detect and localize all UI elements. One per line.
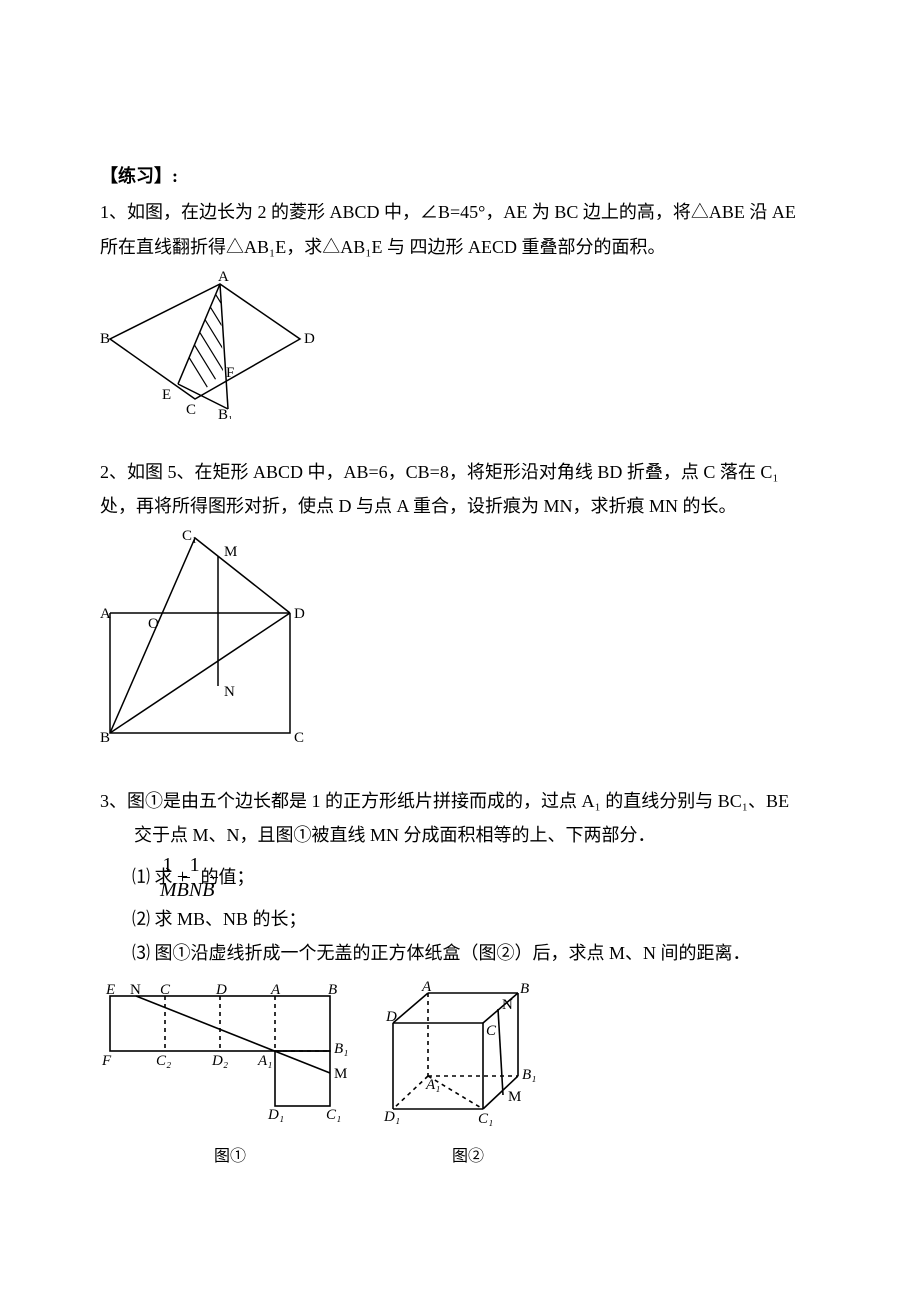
fig3-E: E xyxy=(105,982,115,998)
fig4-B1: B₁ xyxy=(522,1067,536,1083)
fig3-C: C xyxy=(160,982,171,998)
fig1-label-D: D xyxy=(304,331,315,347)
fig1-label-B1: B₁ xyxy=(218,407,233,419)
figure-1: A B D E C F B₁ xyxy=(100,269,820,429)
fig2-label-O: O xyxy=(148,616,159,632)
fig3-D1: D₁ xyxy=(267,1107,284,1123)
fig3-D: D xyxy=(215,982,227,998)
figure-3-left: E N C D A B F C₂ D₂ A₁ B₁ M D₁ C₁ 图① xyxy=(100,981,360,1172)
fig4-A1: A₁ xyxy=(425,1077,440,1093)
problem-1-line1: 1、如图，在边长为 2 的菱形 ABCD 中，∠B=45°，AE 为 BC 边上… xyxy=(100,196,820,228)
sub1-post: 的值； xyxy=(224,861,260,893)
fig1-label-B: B xyxy=(100,331,110,347)
fig4-D1: D₁ xyxy=(383,1109,400,1125)
fig4-A: A xyxy=(421,981,432,995)
exercise-header: 【练习】: xyxy=(100,160,820,192)
fig3-M: M xyxy=(334,1066,347,1082)
fig3-A: A xyxy=(270,982,281,998)
problem-2-line2: 处，再将所得图形对折，使点 D 与点 A 重合，设折痕为 MN，求折痕 MN 的… xyxy=(100,490,820,522)
figure-2: A D B C C₁ M N O xyxy=(100,528,820,758)
fig3-D2: D₂ xyxy=(211,1053,228,1069)
fig4-N: N xyxy=(502,997,513,1013)
fig4-D: D xyxy=(385,1009,397,1025)
fig4-caption: 图② xyxy=(452,1143,484,1172)
fig1-label-E: E xyxy=(162,387,171,403)
problem-3-intro1: 3、图①是由五个边长都是 1 的正方形纸片拼接而成的，过点 A₁ 的直线分别与 … xyxy=(100,785,820,817)
fig3-caption: 图① xyxy=(214,1143,246,1172)
fig4-C: C xyxy=(486,1023,497,1039)
fig3-F: F xyxy=(101,1053,112,1069)
fig3-B1: B₁ xyxy=(334,1041,348,1057)
fig2-label-C: C xyxy=(294,730,304,746)
problem-3-sub2: ⑵ 求 MB、NB 的长； xyxy=(100,903,820,935)
fig2-label-N: N xyxy=(224,684,235,700)
fig2-label-D: D xyxy=(294,606,305,622)
problem-3-sub3: ⑶ 图①沿虚线折成一个无盖的正方体纸盒（图②）后，求点 M、N 间的距离． xyxy=(100,937,820,969)
problem-3-intro2: 交于点 M、N，且图①被直线 MN 分成面积相等的上、下两部分． xyxy=(100,819,820,851)
fig2-label-C1: C₁ xyxy=(182,528,197,544)
figure-3-right: A B D C N B₁ M A₁ D₁ C₁ 图② xyxy=(368,981,568,1172)
fig3-C2: C₂ xyxy=(156,1053,171,1069)
fig3-B: B xyxy=(328,982,337,998)
problem-3-sub1: ⑴ 求 1 MB + 1 NB 的值； xyxy=(100,854,820,901)
fig2-label-B: B xyxy=(100,730,110,746)
figure-3-row: E N C D A B F C₂ D₂ A₁ B₁ M D₁ C₁ 图① xyxy=(100,981,820,1172)
problem-2-line1: 2、如图 5、在矩形 ABCD 中，AB=6，CB=8，将矩形沿对角线 BD 折… xyxy=(100,456,820,488)
fig3-C1: C₁ xyxy=(326,1107,341,1123)
fig4-B: B xyxy=(520,981,529,997)
fig4-C1: C₁ xyxy=(478,1111,493,1127)
fig1-label-C: C xyxy=(186,402,196,418)
fig3-N: N xyxy=(130,982,141,998)
fig1-label-F: F xyxy=(226,365,234,381)
problem-1-line2: 所在直线翻折得△AB₁E，求△AB₁E 与 四边形 AECD 重叠部分的面积。 xyxy=(100,231,820,263)
fig2-label-M: M xyxy=(224,544,237,560)
fig4-M: M xyxy=(508,1089,521,1105)
fig2-label-A: A xyxy=(100,606,111,622)
fig1-label-A: A xyxy=(218,269,229,285)
fig3-A1: A₁ xyxy=(257,1053,272,1069)
